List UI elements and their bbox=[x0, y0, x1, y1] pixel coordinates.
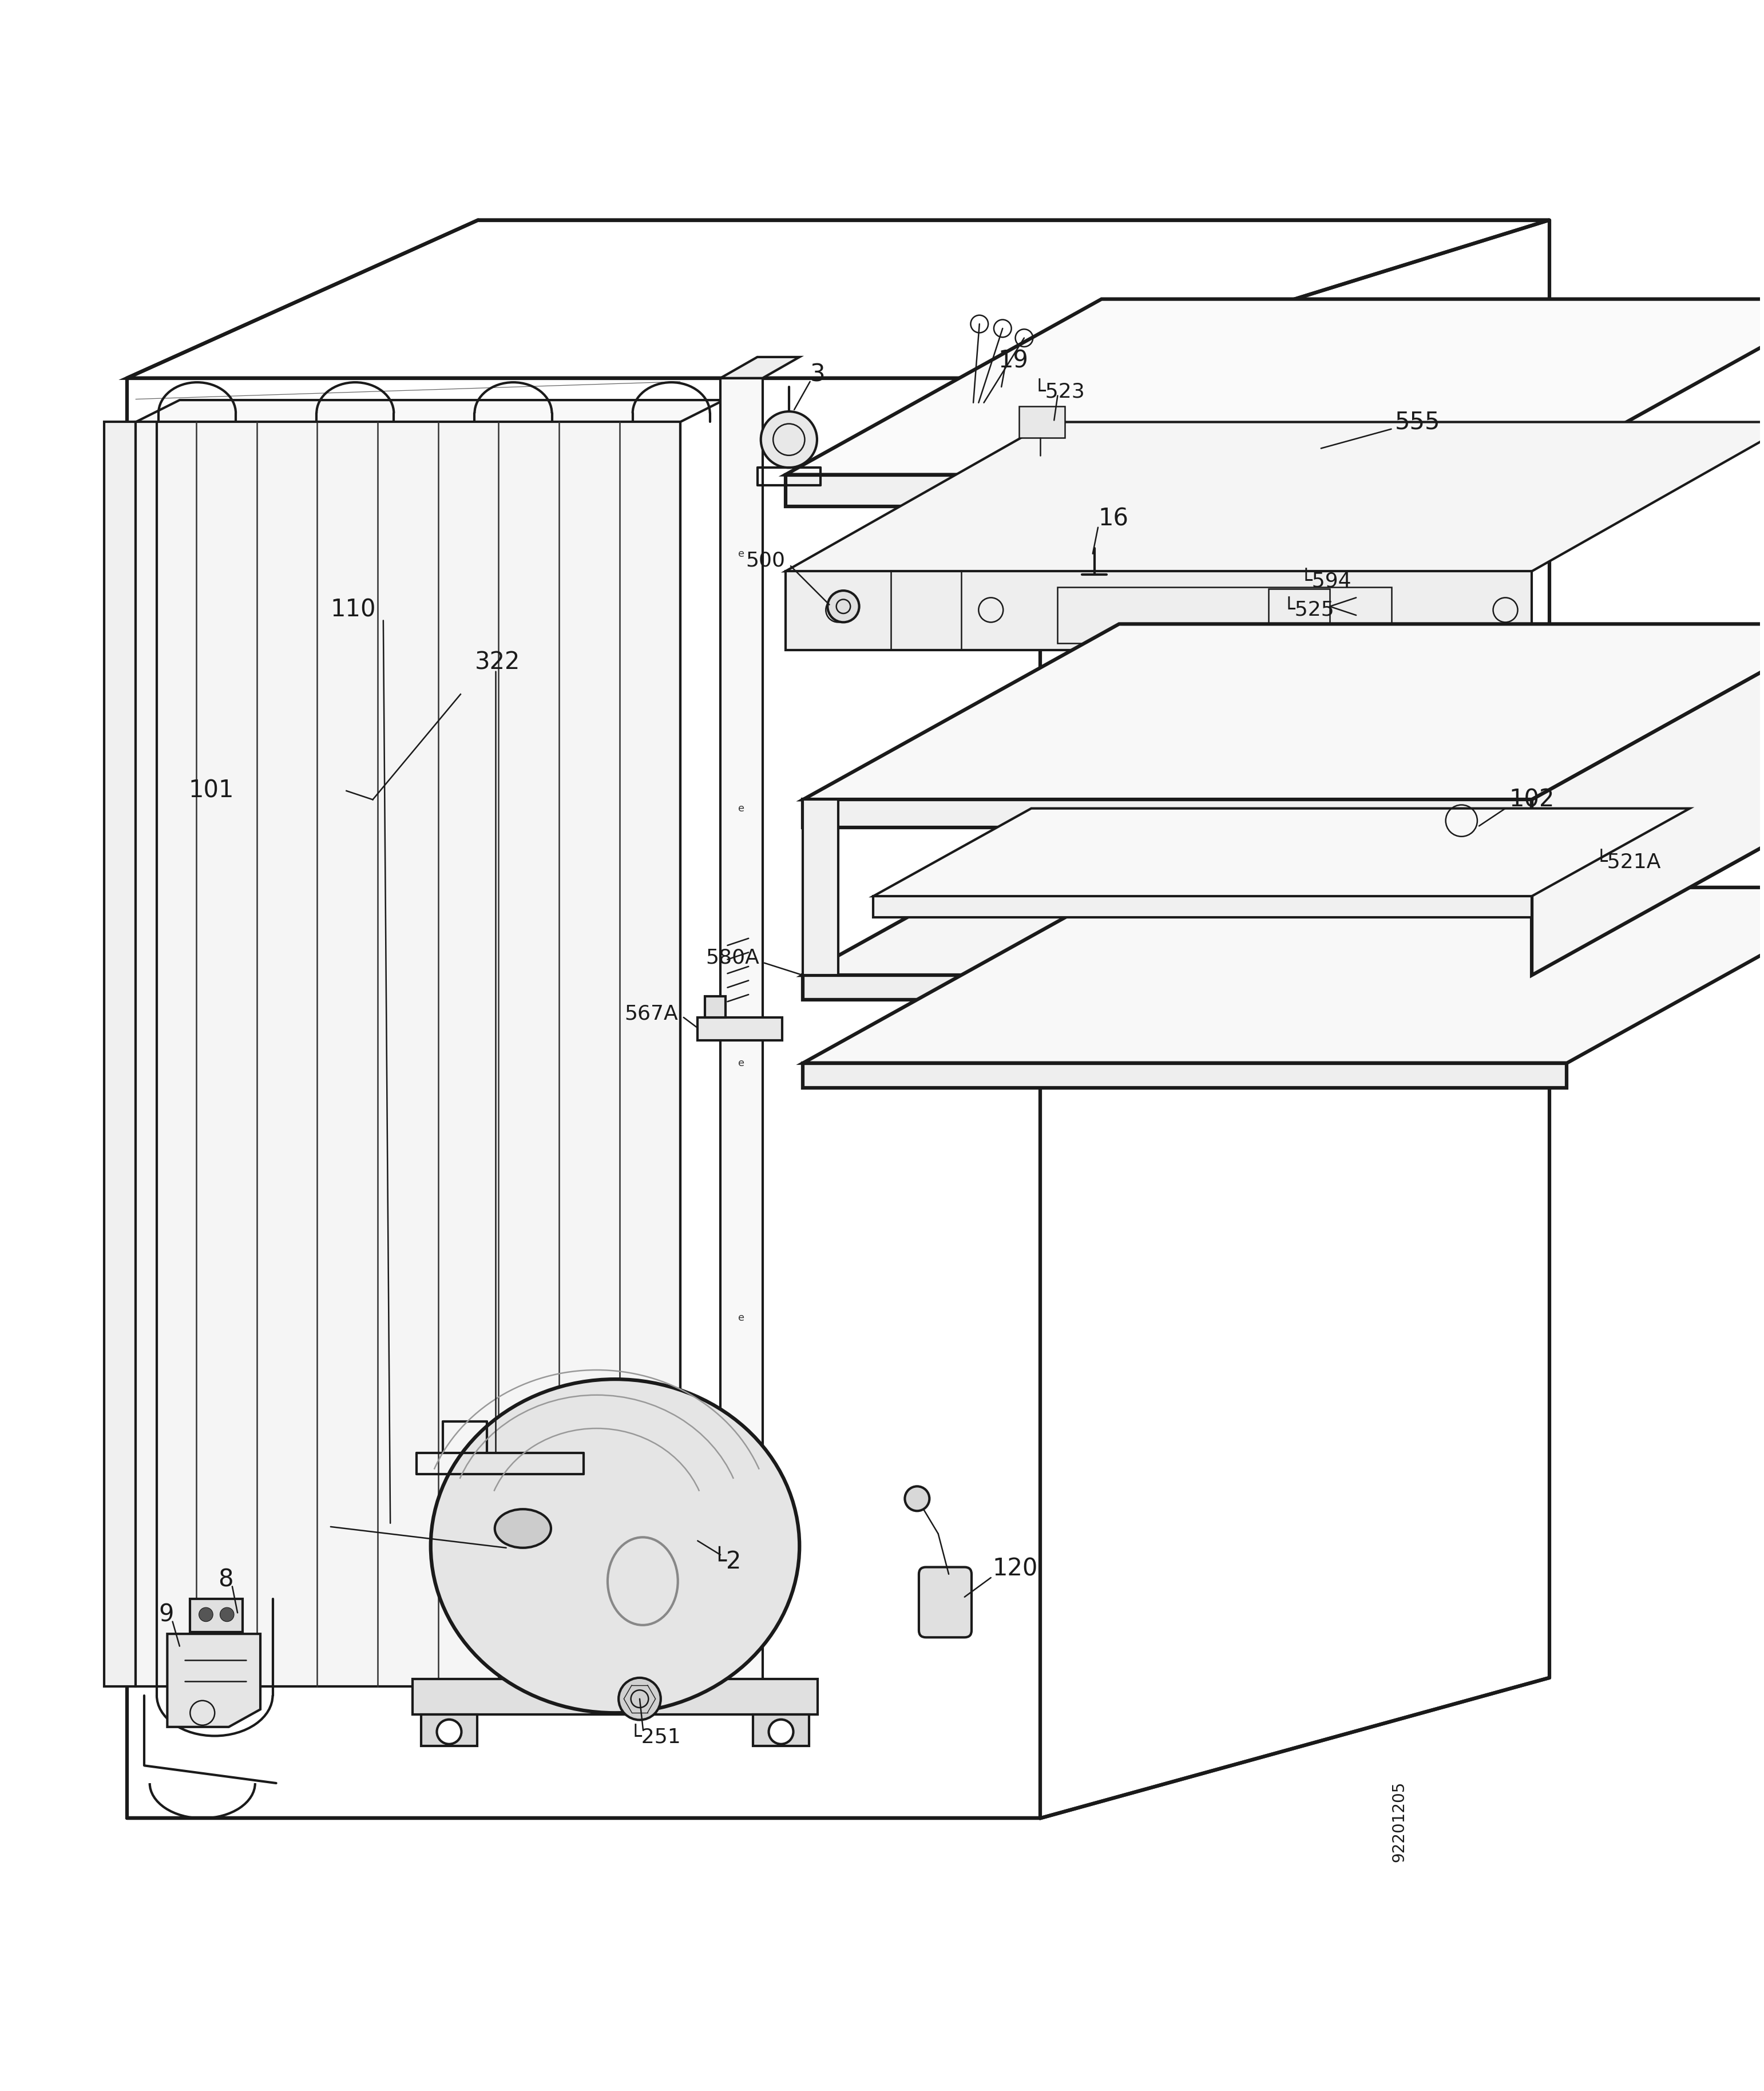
Text: └594: └594 bbox=[1300, 573, 1351, 592]
Polygon shape bbox=[104, 422, 136, 1687]
Polygon shape bbox=[413, 1679, 818, 1715]
Polygon shape bbox=[873, 897, 1531, 918]
Text: 19: 19 bbox=[998, 349, 1028, 372]
Text: 567A: 567A bbox=[624, 1004, 679, 1025]
Circle shape bbox=[769, 1719, 794, 1744]
Polygon shape bbox=[168, 1633, 261, 1727]
Text: 16: 16 bbox=[1097, 506, 1129, 531]
FancyBboxPatch shape bbox=[1020, 406, 1065, 437]
Text: 9: 9 bbox=[159, 1602, 173, 1627]
Text: 500: 500 bbox=[746, 552, 785, 571]
Text: e: e bbox=[739, 1313, 744, 1324]
Polygon shape bbox=[422, 1715, 478, 1746]
Text: └525: └525 bbox=[1282, 600, 1334, 619]
Text: 110: 110 bbox=[330, 598, 376, 621]
Polygon shape bbox=[720, 358, 799, 378]
Polygon shape bbox=[785, 299, 1764, 475]
Polygon shape bbox=[697, 1018, 781, 1039]
Circle shape bbox=[437, 1719, 462, 1744]
Polygon shape bbox=[785, 422, 1764, 571]
Polygon shape bbox=[803, 799, 1531, 828]
Circle shape bbox=[905, 1487, 930, 1512]
Polygon shape bbox=[803, 799, 838, 974]
Text: 322: 322 bbox=[475, 650, 520, 675]
Polygon shape bbox=[136, 399, 723, 422]
Text: e: e bbox=[739, 1058, 744, 1069]
Text: 8: 8 bbox=[219, 1568, 233, 1591]
Polygon shape bbox=[785, 571, 1531, 650]
Text: └2: └2 bbox=[711, 1549, 741, 1575]
Circle shape bbox=[619, 1677, 662, 1721]
Circle shape bbox=[760, 412, 817, 468]
Circle shape bbox=[220, 1608, 235, 1621]
Text: e: e bbox=[739, 803, 744, 813]
Text: 102: 102 bbox=[1508, 788, 1554, 811]
Polygon shape bbox=[127, 220, 1549, 378]
Text: └521A: └521A bbox=[1595, 853, 1662, 872]
Polygon shape bbox=[136, 422, 681, 1687]
Polygon shape bbox=[1531, 623, 1764, 974]
Polygon shape bbox=[803, 623, 1764, 799]
Ellipse shape bbox=[494, 1510, 550, 1547]
Polygon shape bbox=[191, 1600, 243, 1633]
Text: └251: └251 bbox=[630, 1727, 681, 1748]
Polygon shape bbox=[704, 995, 725, 1018]
Polygon shape bbox=[720, 378, 762, 1696]
Polygon shape bbox=[803, 799, 1764, 974]
Polygon shape bbox=[803, 974, 1531, 999]
Text: 555: 555 bbox=[1395, 410, 1439, 435]
Polygon shape bbox=[803, 887, 1764, 1062]
Text: └523: └523 bbox=[1034, 383, 1085, 401]
FancyBboxPatch shape bbox=[919, 1566, 972, 1637]
Circle shape bbox=[199, 1608, 213, 1621]
Polygon shape bbox=[873, 809, 1690, 897]
Text: 101: 101 bbox=[189, 778, 235, 803]
Text: 120: 120 bbox=[993, 1558, 1037, 1581]
Polygon shape bbox=[803, 1062, 1566, 1087]
Text: 92201205: 92201205 bbox=[1392, 1782, 1408, 1863]
Text: 580A: 580A bbox=[706, 947, 759, 968]
Circle shape bbox=[827, 590, 859, 623]
Polygon shape bbox=[753, 1715, 810, 1746]
Text: 3: 3 bbox=[810, 362, 826, 387]
Polygon shape bbox=[785, 475, 1531, 506]
Ellipse shape bbox=[430, 1380, 799, 1713]
Text: e: e bbox=[739, 548, 744, 558]
